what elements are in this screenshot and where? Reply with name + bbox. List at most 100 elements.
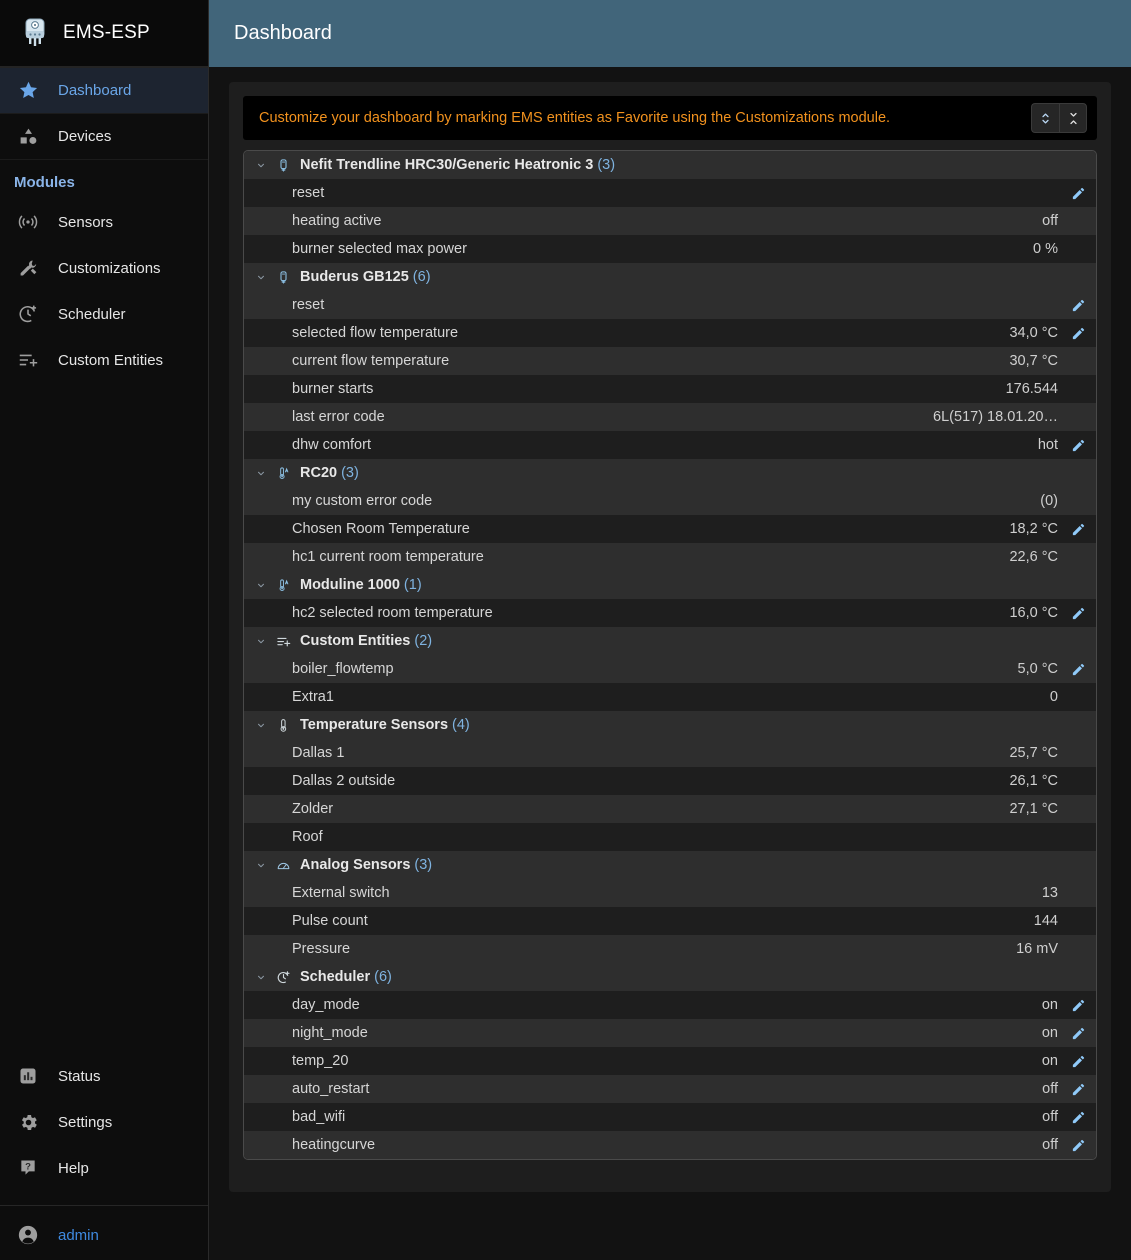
entity-row[interactable]: Chosen Room Temperature 18,2 °C bbox=[244, 515, 1096, 543]
entity-row[interactable]: bad_wifi off bbox=[244, 1103, 1096, 1131]
entity-row[interactable]: day_mode on bbox=[244, 991, 1096, 1019]
entity-row[interactable]: Zolder 27,1 °C bbox=[244, 795, 1096, 823]
entity-row[interactable]: Roof bbox=[244, 823, 1096, 851]
entity-row[interactable]: temp_20 on bbox=[244, 1047, 1096, 1075]
group-count: (6) bbox=[374, 969, 392, 985]
chevron-down-icon[interactable] bbox=[256, 272, 266, 283]
entity-row[interactable]: boiler_flowtemp 5,0 °C bbox=[244, 655, 1096, 683]
expand-all-button[interactable] bbox=[1031, 103, 1059, 133]
edit-pencil-icon[interactable] bbox=[1066, 662, 1086, 677]
entity-row[interactable]: auto_restart off bbox=[244, 1075, 1096, 1103]
divider bbox=[0, 1205, 208, 1206]
group-count: (2) bbox=[414, 633, 433, 649]
edit-pencil-icon[interactable] bbox=[1066, 606, 1086, 621]
chevron-down-icon[interactable] bbox=[256, 468, 266, 479]
entity-name: Chosen Room Temperature bbox=[292, 521, 470, 537]
sidebar-item-status[interactable]: Status bbox=[0, 1053, 208, 1099]
entity-name: Extra1 bbox=[292, 689, 334, 705]
chevron-down-icon[interactable] bbox=[256, 720, 266, 731]
entity-row[interactable]: burner starts 176.544 bbox=[244, 375, 1096, 403]
entity-row[interactable]: current flow temperature 30,7 °C bbox=[244, 347, 1096, 375]
entity-value: (0) bbox=[1040, 493, 1058, 509]
sidebar-item-user[interactable]: admin bbox=[0, 1210, 208, 1260]
group-header[interactable]: Scheduler (6) bbox=[244, 963, 1096, 991]
edit-pencil-icon[interactable] bbox=[1066, 1138, 1086, 1153]
broadcast-icon bbox=[14, 211, 42, 233]
entity-row[interactable]: selected flow temperature 34,0 °C bbox=[244, 319, 1096, 347]
entity-row[interactable]: heatingcurve off bbox=[244, 1131, 1096, 1159]
sidebar-item-label: Help bbox=[58, 1159, 89, 1177]
entity-row[interactable]: reset bbox=[244, 179, 1096, 207]
chevron-down-icon[interactable] bbox=[256, 972, 266, 983]
edit-pencil-icon[interactable] bbox=[1066, 438, 1086, 453]
sidebar-item-label: Scheduler bbox=[58, 305, 126, 323]
edit-pencil-icon[interactable] bbox=[1066, 326, 1086, 341]
sidebar-item-label: Customizations bbox=[58, 259, 161, 277]
entity-row[interactable]: night_mode on bbox=[244, 1019, 1096, 1047]
sidebar-item-label: Dashboard bbox=[58, 82, 132, 99]
group-header[interactable]: Buderus GB125 (6) bbox=[244, 263, 1096, 291]
chevron-down-icon[interactable] bbox=[256, 636, 266, 647]
sidebar-item-help[interactable]: ? Help bbox=[0, 1145, 208, 1191]
entity-row[interactable]: Dallas 2 outside 26,1 °C bbox=[244, 767, 1096, 795]
entity-name: Dallas 2 outside bbox=[292, 773, 396, 789]
chevron-down-icon[interactable] bbox=[256, 160, 266, 171]
group-header[interactable]: Analog Sensors (3) bbox=[244, 851, 1096, 879]
sidebar-item-sensors[interactable]: Sensors bbox=[0, 199, 208, 245]
edit-pencil-icon[interactable] bbox=[1066, 1110, 1086, 1125]
chevron-down-icon[interactable] bbox=[256, 860, 266, 871]
sidebar-item-settings[interactable]: Settings bbox=[0, 1099, 208, 1145]
entity-row[interactable]: Dallas 1 25,7 °C bbox=[244, 739, 1096, 767]
entity-row[interactable]: Pulse count 144 bbox=[244, 907, 1096, 935]
group-header[interactable]: Moduline 1000 (1) bbox=[244, 571, 1096, 599]
sidebar-item-label: Settings bbox=[58, 1113, 113, 1131]
entity-row[interactable]: hc1 current room temperature 22,6 °C bbox=[244, 543, 1096, 571]
entity-name: day_mode bbox=[292, 997, 360, 1013]
entity-row[interactable]: burner selected max power 0 % bbox=[244, 235, 1096, 263]
sidebar-item-scheduler[interactable]: Scheduler bbox=[0, 291, 208, 337]
edit-pencil-icon[interactable] bbox=[1066, 186, 1086, 201]
sidebar-item-label: Devices bbox=[58, 128, 112, 145]
entity-row[interactable]: Extra1 0 bbox=[244, 683, 1096, 711]
sidebar-section-modules: Modules bbox=[14, 174, 75, 191]
entity-name: bad_wifi bbox=[292, 1109, 346, 1125]
entity-value: 18,2 °C bbox=[1009, 521, 1058, 537]
edit-pencil-icon[interactable] bbox=[1066, 1026, 1086, 1041]
banner-text: Customize your dashboard by marking EMS … bbox=[259, 110, 891, 126]
entity-value: 34,0 °C bbox=[1009, 325, 1058, 341]
entity-row[interactable]: External switch 13 bbox=[244, 879, 1096, 907]
group-header[interactable]: Temperature Sensors (4) bbox=[244, 711, 1096, 739]
gear-icon bbox=[14, 1112, 42, 1133]
entity-row[interactable]: heating active off bbox=[244, 207, 1096, 235]
entity-row[interactable]: last error code 6L(517) 18.01.20… bbox=[244, 403, 1096, 431]
edit-pencil-icon[interactable] bbox=[1066, 298, 1086, 313]
sidebar-item-customizations[interactable]: Customizations bbox=[0, 245, 208, 291]
entity-row[interactable]: dhw comfort hot bbox=[244, 431, 1096, 459]
edit-pencil-icon[interactable] bbox=[1066, 522, 1086, 537]
entity-row[interactable]: my custom error code (0) bbox=[244, 487, 1096, 515]
customize-banner: Customize your dashboard by marking EMS … bbox=[243, 96, 1097, 140]
entity-value: off bbox=[1042, 1081, 1058, 1097]
group-header[interactable]: Custom Entities (2) bbox=[244, 627, 1096, 655]
thermometer-icon bbox=[275, 718, 291, 733]
dashboard-panel: Customize your dashboard by marking EMS … bbox=[229, 82, 1111, 1192]
entity-row[interactable]: Pressure 16 mV bbox=[244, 935, 1096, 963]
edit-pencil-icon[interactable] bbox=[1066, 1054, 1086, 1069]
main-area: Dashboard Customize your dashboard by ma… bbox=[209, 0, 1131, 1260]
sidebar-item-custom-entities[interactable]: Custom Entities bbox=[0, 337, 208, 383]
entity-row[interactable]: reset bbox=[244, 291, 1096, 319]
banner-buttons bbox=[1031, 103, 1087, 133]
edit-pencil-icon[interactable] bbox=[1066, 1082, 1086, 1097]
collapse-all-button[interactable] bbox=[1059, 103, 1087, 133]
group-name: Temperature Sensors (4) bbox=[300, 717, 470, 733]
sidebar-item-dashboard[interactable]: Dashboard bbox=[0, 68, 208, 114]
chevron-down-icon[interactable] bbox=[256, 580, 266, 591]
edit-pencil-icon[interactable] bbox=[1066, 998, 1086, 1013]
entity-name: last error code bbox=[292, 409, 385, 425]
sidebar-item-devices[interactable]: Devices bbox=[0, 114, 208, 160]
group-header[interactable]: RC20 (3) bbox=[244, 459, 1096, 487]
entity-row[interactable]: hc2 selected room temperature 16,0 °C bbox=[244, 599, 1096, 627]
group-header[interactable]: Nefit Trendline HRC30/Generic Heatronic … bbox=[244, 151, 1096, 179]
entity-name: hc2 selected room temperature bbox=[292, 605, 493, 621]
